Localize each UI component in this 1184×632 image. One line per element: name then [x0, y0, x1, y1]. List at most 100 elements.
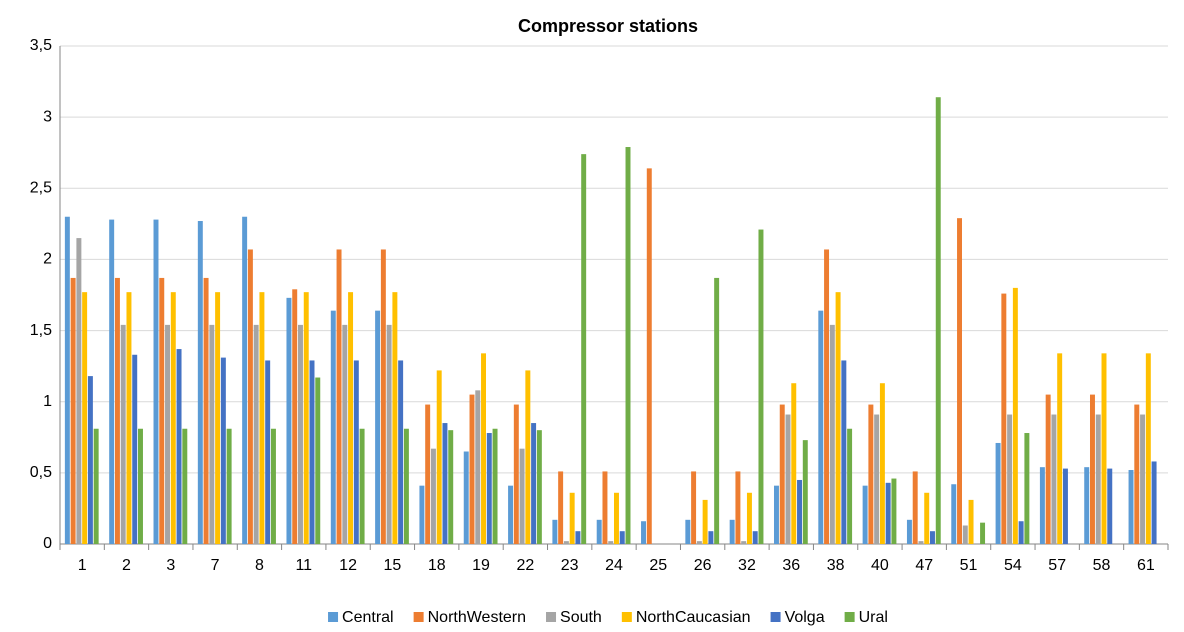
- x-tick-label: 54: [1004, 557, 1022, 574]
- x-tick-label: 51: [960, 557, 978, 574]
- bar: [685, 519, 691, 544]
- y-tick-label: 1,5: [30, 322, 52, 339]
- y-tick-label: 3,5: [30, 37, 52, 54]
- legend-swatch: [770, 612, 781, 622]
- bar: [380, 249, 386, 544]
- legend-label: Central: [342, 609, 394, 626]
- bar: [242, 216, 248, 544]
- x-tick-label: 11: [295, 557, 312, 574]
- bar: [625, 147, 631, 544]
- legend-swatch: [546, 612, 557, 622]
- bar: [536, 430, 542, 544]
- bar: [957, 218, 962, 544]
- x-tick-label: 40: [871, 557, 889, 574]
- bar: [492, 428, 498, 544]
- bar: [87, 376, 93, 544]
- bar: [980, 522, 986, 544]
- bar: [64, 216, 70, 544]
- bar: [1057, 353, 1063, 544]
- y-tick-label: 1: [43, 393, 52, 410]
- x-tick-label: 15: [384, 557, 402, 574]
- bar: [481, 353, 487, 544]
- bar: [292, 289, 298, 544]
- bar: [714, 277, 720, 544]
- bar: [708, 531, 714, 544]
- bar: [297, 324, 303, 544]
- bar: [1001, 293, 1007, 544]
- bar: [82, 292, 88, 544]
- bar: [425, 404, 431, 544]
- legend-label: Ural: [859, 609, 888, 626]
- x-tick-label: 25: [649, 557, 667, 574]
- bar: [170, 292, 176, 544]
- bar: [508, 485, 514, 544]
- bar: [874, 414, 880, 544]
- x-tick-label: 36: [782, 557, 800, 574]
- bar: [1039, 467, 1045, 544]
- bar: [575, 531, 581, 544]
- legend-swatch: [328, 612, 339, 622]
- y-tick-label: 2: [43, 251, 52, 268]
- bar: [519, 448, 525, 544]
- bar: [386, 324, 392, 544]
- bar: [1140, 414, 1146, 544]
- bar: [475, 390, 481, 544]
- bar: [785, 414, 791, 544]
- x-tick-label: 61: [1137, 557, 1155, 574]
- bar: [1062, 468, 1068, 544]
- bar: [1045, 394, 1051, 544]
- bar: [259, 292, 265, 544]
- bar: [336, 249, 342, 544]
- legend-swatch: [413, 612, 424, 622]
- bar: [608, 541, 614, 544]
- x-tick-label: 32: [738, 557, 756, 574]
- bar: [818, 310, 824, 544]
- x-tick-label: 12: [339, 557, 357, 574]
- x-tick-label: 47: [915, 557, 933, 574]
- bar: [348, 292, 354, 544]
- bar: [76, 238, 82, 545]
- bar: [835, 292, 841, 544]
- bar: [93, 428, 99, 544]
- y-tick-label: 3: [43, 108, 52, 125]
- bar: [619, 531, 625, 544]
- bar: [1051, 414, 1057, 544]
- bar: [270, 428, 276, 544]
- bar: [1007, 414, 1013, 544]
- bar: [1084, 467, 1090, 544]
- bar: [641, 521, 646, 544]
- bar: [525, 370, 531, 544]
- bar: [392, 292, 398, 544]
- bar: [286, 297, 292, 544]
- bar: [879, 383, 885, 544]
- bar: [702, 499, 708, 544]
- bar: [359, 428, 365, 544]
- x-tick-label: 24: [605, 557, 623, 574]
- bar: [924, 492, 930, 544]
- bar: [1101, 353, 1107, 544]
- bar: [829, 324, 835, 544]
- bar: [614, 492, 619, 544]
- bar: [602, 471, 608, 544]
- bar: [791, 383, 797, 544]
- bar: [463, 451, 469, 544]
- bar: [779, 404, 785, 544]
- bar: [912, 471, 918, 544]
- bar: [741, 541, 747, 544]
- bar: [552, 519, 558, 544]
- bar: [226, 428, 232, 544]
- x-tick-label: 58: [1093, 557, 1111, 574]
- legend-swatch: [844, 612, 855, 622]
- bar: [403, 428, 409, 544]
- bar: [1145, 353, 1151, 544]
- bar: [558, 471, 564, 544]
- x-tick-label: 19: [472, 557, 490, 574]
- bar: [596, 519, 602, 544]
- bar: [1151, 461, 1157, 544]
- y-tick-label: 0,5: [30, 464, 52, 481]
- bar: [197, 221, 203, 545]
- bar: [165, 324, 170, 544]
- bar: [1128, 470, 1134, 544]
- bar: [968, 499, 974, 544]
- bar: [442, 423, 448, 544]
